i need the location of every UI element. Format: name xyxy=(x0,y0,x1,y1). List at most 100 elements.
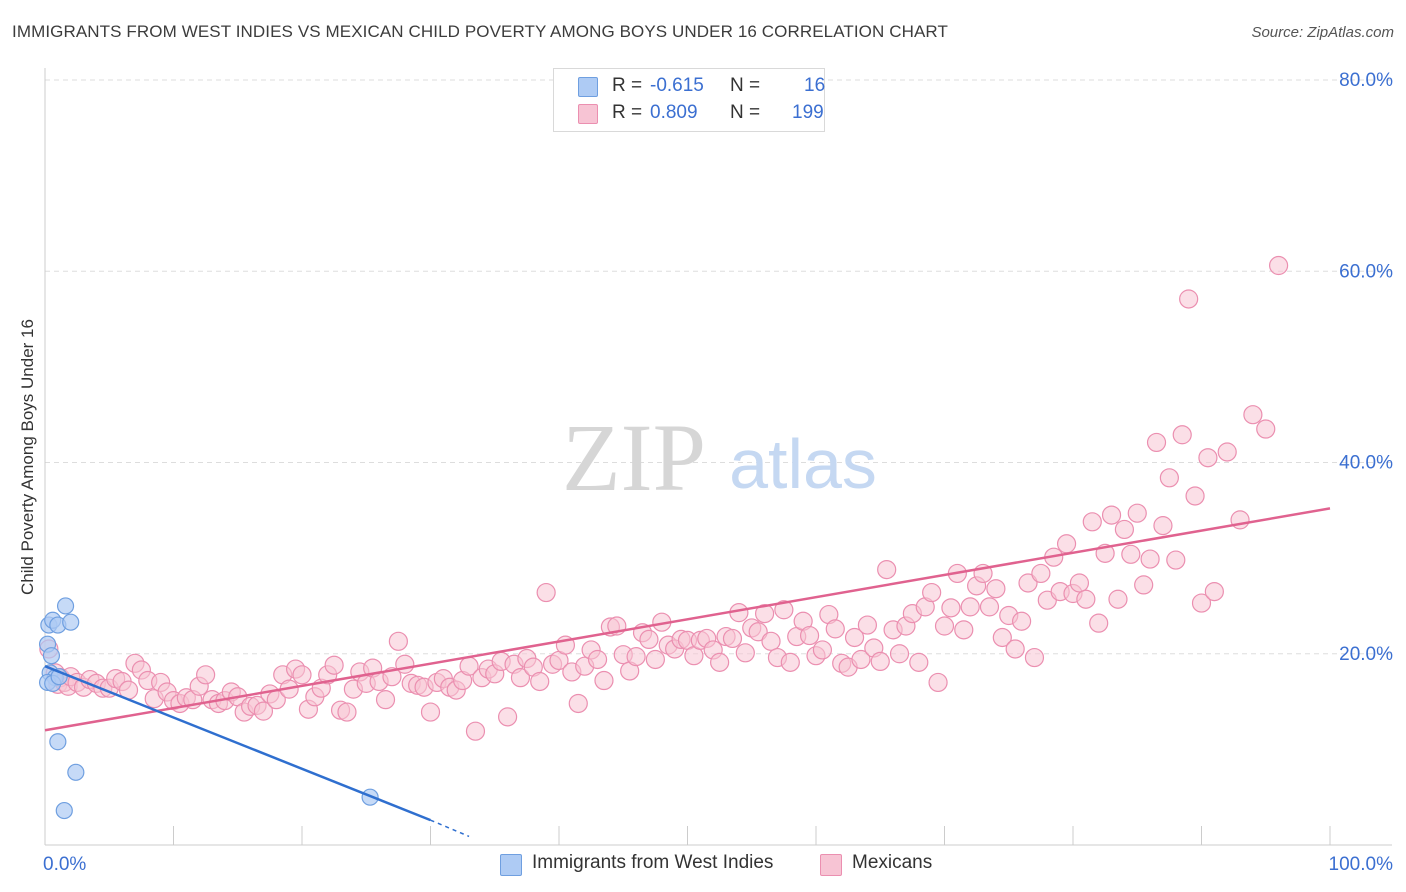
bottom-legend-label: Mexicans xyxy=(852,852,933,873)
mexicans-point xyxy=(812,640,833,660)
y-tick-label: 40.0% xyxy=(1339,453,1393,474)
mexicans-point xyxy=(1140,549,1160,569)
mexicans-point xyxy=(1134,575,1154,595)
west-indies-trend-extension xyxy=(430,819,470,838)
mexicans-point xyxy=(510,668,531,688)
mexicans-point xyxy=(1031,563,1051,584)
west-indies-point xyxy=(62,613,80,631)
mexicans-point xyxy=(639,629,659,650)
mexicans-point xyxy=(1243,405,1263,425)
mexicans-point xyxy=(1217,442,1237,462)
mexicans-point xyxy=(1166,550,1186,570)
mexicans-point xyxy=(986,579,1006,599)
x-tick-label: 100.0% xyxy=(1329,854,1394,875)
legend-r-label: R = xyxy=(612,75,643,96)
mexicans-point xyxy=(954,620,974,640)
mexicans-point xyxy=(1179,289,1199,309)
mexicans-point xyxy=(825,619,845,639)
west-indies-points xyxy=(38,597,379,820)
west-indies-point xyxy=(67,763,85,781)
mexicans-point xyxy=(465,721,486,741)
mexicans-point xyxy=(909,652,929,672)
mexicans-point xyxy=(498,707,518,727)
mexicans-point xyxy=(844,627,865,648)
legend-r-value: 0.809 xyxy=(650,102,698,123)
bottom-legend-label: Immigrants from West Indies xyxy=(532,852,774,873)
mexicans-point xyxy=(1114,519,1135,540)
mexicans-point xyxy=(1069,573,1090,593)
mexicans-trend-line xyxy=(44,507,1331,732)
source-label: Source: ZipAtlas.com xyxy=(1251,24,1394,41)
mexicans-point xyxy=(1204,581,1224,602)
mexicans-point xyxy=(388,631,408,651)
grid-lines xyxy=(45,79,1392,655)
west-indies-point xyxy=(55,801,73,820)
mexicans-point xyxy=(568,693,588,714)
tick-labels: 20.0% 40.0% 60.0% 80.0% 0.0% 100.0% xyxy=(43,70,1393,875)
mexicans-point xyxy=(799,625,820,646)
mexicans-point xyxy=(934,616,955,636)
mexicans-point xyxy=(536,582,556,603)
watermark-atlas: atlas xyxy=(729,425,877,503)
mexicans-point xyxy=(594,670,614,691)
west-indies-point xyxy=(49,733,67,751)
mexicans-point xyxy=(857,615,878,635)
mexicans-point xyxy=(960,597,980,617)
mexicans-point xyxy=(1146,432,1167,453)
mexicans-point xyxy=(1024,647,1045,668)
mexicans-point xyxy=(754,603,775,624)
mexicans-point xyxy=(735,643,755,663)
mexicans-point xyxy=(877,559,897,580)
mexicans-point xyxy=(587,649,608,670)
mexicans-point xyxy=(774,600,794,620)
mexicans-point xyxy=(761,631,781,651)
legend-swatch-pink xyxy=(578,104,598,124)
mexicans-point xyxy=(1011,611,1032,631)
mexicans-point xyxy=(928,672,948,693)
mexicans-point xyxy=(780,652,800,672)
mexicans-point xyxy=(196,665,216,685)
mexicans-point xyxy=(645,649,665,670)
mexicans-point xyxy=(710,652,730,672)
y-tick-label: 80.0% xyxy=(1339,70,1393,91)
mexicans-point xyxy=(851,649,871,670)
mexicans-point xyxy=(1121,544,1141,564)
mexicans-point xyxy=(1185,486,1205,506)
correlation-legend: R = -0.615 N = 16 R = 0.809 N = 199 xyxy=(553,68,825,132)
mexicans-point xyxy=(337,702,357,722)
mexicans-point xyxy=(530,671,550,692)
legend-n-value: 16 xyxy=(804,75,826,96)
y-tick-label: 20.0% xyxy=(1339,644,1393,665)
west-indies-point xyxy=(42,647,61,665)
mexicans-point xyxy=(1108,589,1128,609)
mexicans-point xyxy=(292,665,312,685)
trend-lines xyxy=(44,507,1331,838)
mexicans-point xyxy=(1005,639,1025,659)
mexicans-point xyxy=(870,651,890,672)
mexicans-point xyxy=(324,655,344,675)
watermark-zip: ZIP xyxy=(562,404,706,511)
mexicans-point xyxy=(922,582,942,603)
west-indies-point xyxy=(56,597,75,615)
legend-n-value: 199 xyxy=(792,102,824,123)
mexicans-point xyxy=(626,647,646,667)
mexicans-point xyxy=(1198,448,1218,468)
axes xyxy=(44,68,1392,846)
y-tick-label: 60.0% xyxy=(1339,261,1393,282)
watermark: ZIP atlas xyxy=(562,404,877,511)
legend-n-label: N = xyxy=(730,75,761,96)
mexicans-point xyxy=(748,622,768,642)
chart-title: IMMIGRANTS FROM WEST INDIES VS MEXICAN C… xyxy=(12,22,948,41)
mexicans-point xyxy=(1089,613,1109,633)
mexicans-point xyxy=(1082,512,1102,532)
x-tick-label: 0.0% xyxy=(43,854,86,875)
mexicans-point xyxy=(1159,468,1179,488)
bottom-legend-swatch-pink xyxy=(820,854,842,876)
mexicans-point xyxy=(1256,419,1276,439)
mexicans-point xyxy=(1191,593,1212,613)
mexicans-point xyxy=(1076,589,1096,609)
mexicans-point xyxy=(253,701,274,721)
mexicans-point xyxy=(395,654,415,674)
bottom-legend-swatch-blue xyxy=(500,854,522,876)
